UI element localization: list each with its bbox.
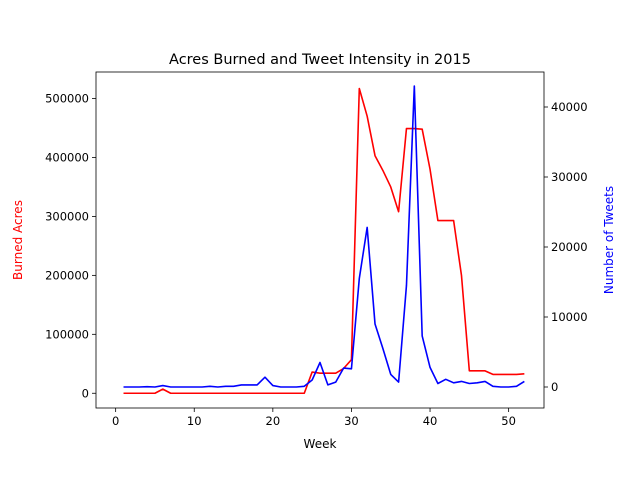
y-left-tick-label: 300000 <box>45 209 89 223</box>
x-tick-label: 40 <box>423 414 438 428</box>
x-tick-label: 30 <box>344 414 359 428</box>
y-axis-right: 0 10000 20000 30000 40000 <box>544 100 588 394</box>
x-axis: 0 10 20 30 40 50 <box>112 408 516 428</box>
y-right-tick-label: 20000 <box>551 240 588 254</box>
x-tick-label: 0 <box>112 414 119 428</box>
y-left-tick-label: 400000 <box>45 150 89 164</box>
y-axis-right-label: Number of Tweets <box>602 186 616 294</box>
y-left-tick-label: 100000 <box>45 327 89 341</box>
chart-title: Acres Burned and Tweet Intensity in 2015 <box>169 52 471 68</box>
x-tick-label: 20 <box>266 414 281 428</box>
plot-area <box>123 85 525 395</box>
x-tick-label: 50 <box>501 414 516 428</box>
y-left-tick-label: 500000 <box>45 92 89 106</box>
tweets-line <box>123 85 525 388</box>
x-axis-label: Week <box>304 437 337 451</box>
y-right-tick-label: 30000 <box>551 170 588 184</box>
x-tick-label: 10 <box>187 414 202 428</box>
y-left-tick-label: 0 <box>82 386 89 400</box>
y-right-tick-label: 0 <box>551 380 558 394</box>
y-axis-left-label: Burned Acres <box>11 200 25 280</box>
y-right-tick-label: 10000 <box>551 310 588 324</box>
y-axis-left: 0 100000 200000 300000 400000 500000 <box>45 92 96 400</box>
plot-frame <box>95 71 545 409</box>
y-right-tick-label: 40000 <box>551 100 588 114</box>
y-left-tick-label: 200000 <box>45 268 89 282</box>
